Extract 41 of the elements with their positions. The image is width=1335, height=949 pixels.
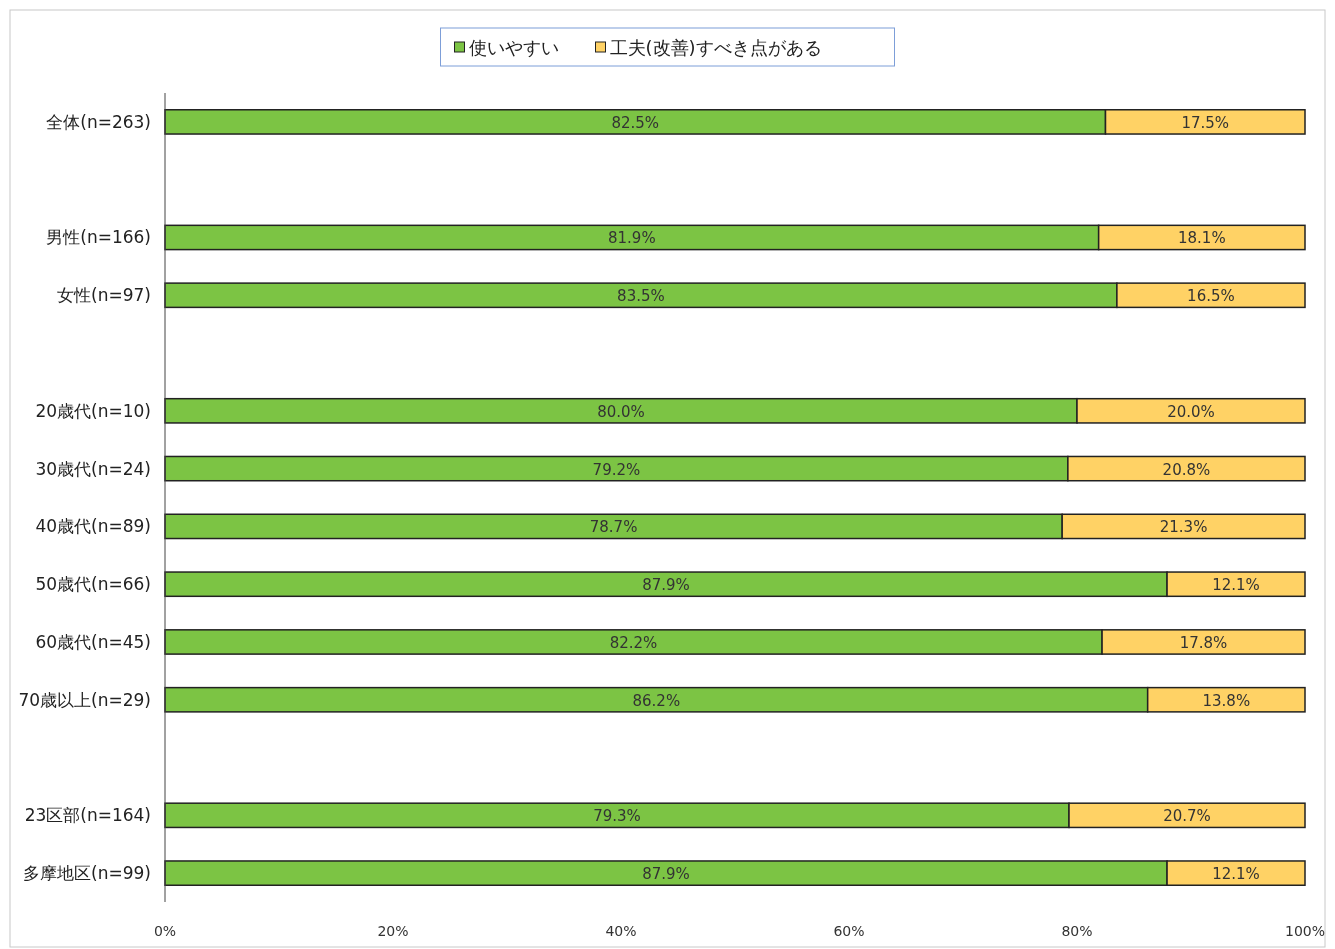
x-tick-label: 100%: [1284, 923, 1326, 939]
y-tick-label: 20歳代(n=10): [35, 400, 151, 421]
x-tick-label: 0%: [153, 923, 177, 939]
y-tick-label: 40歳代(n=89): [35, 516, 151, 537]
y-tick-label: 70歳以上(n=29): [18, 689, 151, 710]
data-label: 79.3%: [593, 807, 641, 826]
y-tick-label: 60歳代(n=45): [35, 631, 151, 652]
data-label: 79.2%: [592, 460, 641, 479]
data-label: 82.5%: [611, 113, 660, 132]
x-tick-label: 40%: [605, 923, 637, 939]
legend-label: 工夫(改善)すべき点がある: [609, 37, 822, 58]
data-label: 87.9%: [642, 576, 690, 595]
y-tick-label: 23区部(n=164): [24, 805, 151, 826]
data-label: 20.7%: [1163, 807, 1211, 826]
data-label: 86.2%: [632, 691, 681, 710]
data-label: 12.1%: [1212, 576, 1260, 595]
y-tick-label: 女性(n=97): [57, 285, 151, 306]
x-tick-label: 80%: [1061, 923, 1093, 939]
data-label: 20.8%: [1162, 460, 1211, 479]
data-label: 21.3%: [1159, 518, 1208, 537]
y-tick-label: 30歳代(n=24): [35, 458, 151, 479]
data-label: 83.5%: [617, 287, 665, 306]
data-label: 80.0%: [597, 402, 645, 421]
data-label: 13.8%: [1202, 691, 1251, 710]
data-label: 17.8%: [1179, 633, 1228, 652]
data-label: 82.2%: [609, 633, 658, 652]
data-label: 20.0%: [1167, 402, 1215, 421]
data-label: 17.5%: [1181, 113, 1230, 132]
y-tick-label: 全体(n=263): [46, 111, 151, 132]
x-tick-label: 60%: [833, 923, 865, 939]
legend-label: 使いやすい: [468, 37, 559, 58]
data-label: 81.9%: [608, 229, 656, 248]
data-label: 16.5%: [1187, 287, 1235, 306]
y-tick-label: 男性(n=166): [46, 227, 151, 248]
data-label: 12.1%: [1212, 865, 1260, 884]
x-tick-label: 20%: [377, 923, 409, 939]
data-label: 78.7%: [589, 518, 638, 537]
y-tick-label: 多摩地区(n=99): [23, 863, 151, 884]
y-tick-label: 50歳代(n=66): [35, 574, 151, 595]
data-label: 87.9%: [642, 865, 690, 884]
data-label: 18.1%: [1178, 229, 1226, 248]
